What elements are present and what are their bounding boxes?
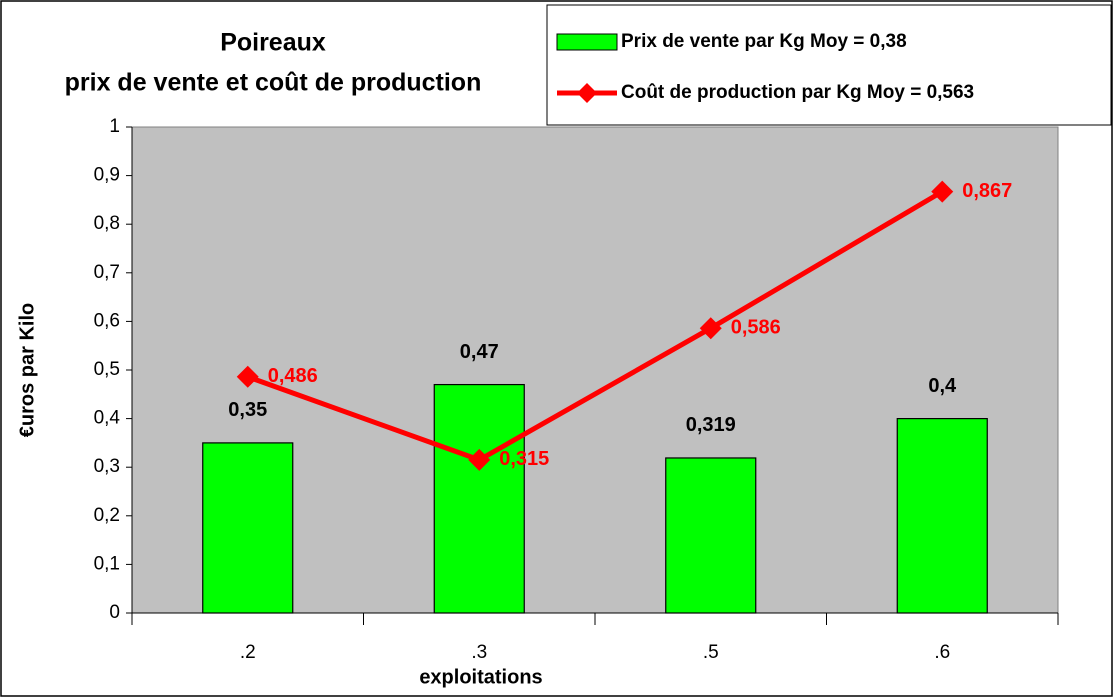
bar-value-label: 0,4 xyxy=(928,375,957,397)
line xyxy=(246,189,944,463)
bar xyxy=(433,383,525,614)
line-marker xyxy=(699,317,722,340)
y-tick-label: 0,9 xyxy=(94,165,120,186)
y-tick-label: 1 xyxy=(109,116,120,137)
line-value-label: 0,586 xyxy=(731,316,781,338)
x-tick-label: .5 xyxy=(703,642,719,663)
y-tick-label: 0,6 xyxy=(94,310,120,331)
bar xyxy=(896,418,988,614)
x-axis-label: exploitations xyxy=(419,666,542,688)
legend-label: Coût de production par Kg Moy = 0,563 xyxy=(621,82,974,103)
y-tick-label: 0,2 xyxy=(94,505,120,526)
y-tick-label: 0 xyxy=(109,602,120,623)
y-tick-label: 0,3 xyxy=(94,456,120,477)
line-value-label: 0,867 xyxy=(962,180,1012,202)
legend-box xyxy=(546,4,1112,126)
y-tick-label: 0,7 xyxy=(94,262,120,283)
legend-label: Prix de vente par Kg Moy = 0,38 xyxy=(621,31,907,52)
bar-value-label: 0,47 xyxy=(460,341,499,363)
y-tick-label: 0,5 xyxy=(94,359,120,380)
y-tick-label: 0,8 xyxy=(94,213,120,234)
bar-value-label: 0,319 xyxy=(686,414,736,436)
line-value-label: 0,486 xyxy=(268,365,318,387)
line-value-label: 0,315 xyxy=(499,448,549,470)
legend-swatch xyxy=(556,33,618,51)
line-marker xyxy=(236,365,259,388)
line-marker xyxy=(468,448,491,471)
bar xyxy=(665,457,757,614)
y-axis-label: €uros par Kilo xyxy=(16,303,38,437)
legend-marker xyxy=(577,83,597,103)
line-marker xyxy=(931,180,954,203)
bar xyxy=(202,442,294,614)
y-tick-label: 0,4 xyxy=(94,408,121,429)
chart-subtitle: prix de vente et coût de production xyxy=(65,69,482,97)
x-tick-label: .6 xyxy=(934,642,950,663)
bar-value-label: 0,35 xyxy=(228,399,267,421)
y-tick-label: 0,1 xyxy=(94,553,120,574)
chart-title: Poireaux xyxy=(220,29,326,57)
x-tick-label: .2 xyxy=(240,642,256,663)
x-tick-label: .3 xyxy=(471,642,487,663)
